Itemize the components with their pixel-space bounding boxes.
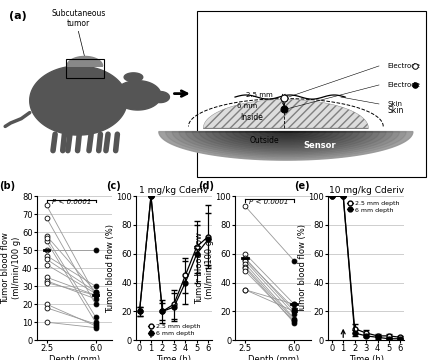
Text: (b): (b)	[0, 181, 15, 191]
Polygon shape	[67, 57, 102, 66]
Polygon shape	[159, 132, 413, 160]
Polygon shape	[124, 73, 143, 81]
Y-axis label: Tumor blood flow (%): Tumor blood flow (%)	[106, 224, 115, 313]
Text: P < 0.0001: P < 0.0001	[249, 199, 289, 205]
X-axis label: Depth (mm): Depth (mm)	[248, 355, 299, 360]
Polygon shape	[30, 66, 127, 135]
Title: 10 mg/kg Cderiv: 10 mg/kg Cderiv	[329, 186, 403, 195]
Text: Inside: Inside	[241, 113, 264, 122]
Bar	[197, 11, 426, 176]
Bar	[66, 59, 104, 78]
Text: Outside: Outside	[250, 136, 280, 145]
Text: Electrode: Electrode	[388, 82, 420, 88]
Polygon shape	[273, 132, 299, 135]
Polygon shape	[279, 132, 292, 133]
Polygon shape	[246, 132, 326, 141]
Polygon shape	[219, 132, 353, 147]
Polygon shape	[151, 91, 169, 103]
Polygon shape	[212, 132, 359, 148]
Polygon shape	[239, 132, 333, 142]
Polygon shape	[203, 99, 368, 128]
Text: Sensor: Sensor	[303, 141, 336, 150]
Polygon shape	[266, 132, 306, 136]
Text: (c): (c)	[106, 181, 121, 191]
Text: Skin: Skin	[388, 107, 404, 115]
Polygon shape	[159, 132, 413, 160]
Text: Skin: Skin	[388, 101, 403, 107]
Polygon shape	[199, 132, 373, 151]
Polygon shape	[259, 132, 313, 138]
Title: 1 mg/kg Cderiv: 1 mg/kg Cderiv	[139, 186, 209, 195]
Polygon shape	[252, 132, 319, 139]
X-axis label: Time (h): Time (h)	[349, 355, 384, 360]
Text: P < 0.0001: P < 0.0001	[52, 199, 91, 205]
Text: (e): (e)	[294, 181, 310, 191]
Y-axis label: Tumor blood flow (%): Tumor blood flow (%)	[298, 224, 307, 313]
Legend: 2.5 mm depth, 6 mm depth: 2.5 mm depth, 6 mm depth	[146, 323, 201, 337]
Polygon shape	[186, 132, 386, 154]
Polygon shape	[179, 132, 393, 156]
Polygon shape	[165, 132, 406, 159]
Polygon shape	[192, 132, 379, 153]
Text: 2.5 mm: 2.5 mm	[246, 92, 273, 98]
X-axis label: Time (h): Time (h)	[156, 355, 191, 360]
Polygon shape	[226, 132, 346, 145]
Polygon shape	[114, 81, 161, 110]
Polygon shape	[206, 132, 366, 150]
Y-axis label: Tumor blood flow
(ml/min/100 g): Tumor blood flow (ml/min/100 g)	[195, 232, 214, 304]
Polygon shape	[172, 132, 400, 157]
Polygon shape	[232, 132, 339, 144]
X-axis label: Depth (mm): Depth (mm)	[49, 355, 100, 360]
Text: (d): (d)	[198, 181, 214, 191]
Legend: 2.5 mm depth, 6 mm depth: 2.5 mm depth, 6 mm depth	[346, 199, 401, 214]
Text: Electrode: Electrode	[388, 63, 420, 69]
Text: 6 mm: 6 mm	[237, 103, 257, 109]
Y-axis label: Tumor blood flow
(ml/min/100 g): Tumor blood flow (ml/min/100 g)	[1, 232, 21, 304]
Text: Subcutaneous
tumor: Subcutaneous tumor	[51, 9, 105, 28]
Text: (a): (a)	[9, 11, 26, 21]
